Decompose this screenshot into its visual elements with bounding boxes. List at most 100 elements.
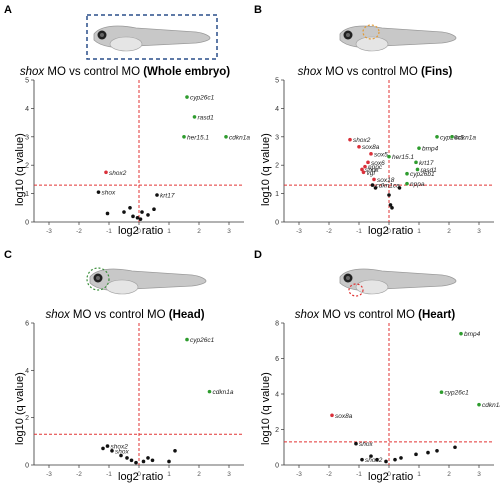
- x-tick-label: 1: [167, 228, 171, 235]
- y-tick-label: 2: [25, 415, 29, 422]
- x-tick-label: 0: [137, 471, 141, 478]
- y-tick-label: 4: [25, 106, 29, 113]
- x-tick-label: 2: [447, 471, 451, 478]
- x-axis-label: log2 ratio: [368, 225, 414, 237]
- x-tick-label: -2: [76, 228, 82, 235]
- data-point: [167, 459, 171, 464]
- data-point: [415, 167, 420, 172]
- zebrafish-icon: [93, 25, 211, 52]
- data-point: [138, 217, 143, 221]
- zebrafish-fins-illustration: [339, 24, 457, 52]
- y-axis-label: log10 (q value): [260, 372, 272, 445]
- data-point: [357, 144, 361, 149]
- point-label: bmp4: [464, 331, 481, 338]
- data-point: [182, 135, 186, 139]
- x-tick-label: -1: [356, 471, 362, 478]
- panel-c: C shox MO vs control MO (Head) -3 -2 -1 0 1 2…: [0, 245, 250, 489]
- data-point: [373, 186, 378, 190]
- y-tick-label: 0: [25, 463, 29, 470]
- x-tick-label: 2: [197, 471, 201, 478]
- data-point: [128, 206, 132, 210]
- panel-a: A shox MO vs control MO (Whole embryo) -…: [0, 0, 250, 244]
- data-point: [105, 211, 110, 216]
- point-label: krt17: [160, 193, 175, 200]
- y-tick-label: 2: [275, 163, 279, 170]
- point-label: vgf: [367, 170, 377, 177]
- data-point: [363, 164, 367, 169]
- data-point: [119, 453, 123, 458]
- y-axis-label: log10 (q value): [14, 372, 26, 445]
- data-point: [192, 115, 197, 119]
- y-tick-label: 0: [275, 220, 279, 227]
- x-tick-label: 0: [387, 471, 391, 478]
- zebrafish-icon: [339, 25, 457, 52]
- data-point: [146, 213, 150, 217]
- data-point: [399, 456, 403, 460]
- dashed-frame: [86, 14, 218, 60]
- data-point: [370, 183, 375, 187]
- panel-title: shox MO vs control MO (Fins): [297, 66, 453, 78]
- data-point: [405, 181, 409, 186]
- point-label: sox5: [374, 151, 388, 158]
- point-label: cdkn1a: [455, 134, 476, 141]
- x-tick-label: 1: [167, 471, 171, 478]
- data-point: [185, 337, 189, 342]
- data-point: [152, 207, 156, 212]
- data-point: [417, 146, 421, 150]
- volcano-plot: -3-2-10123012345cyp26c1cdkn1abmp4krt17ra…: [275, 78, 494, 235]
- data-point: [110, 449, 114, 453]
- data-point: [129, 458, 134, 463]
- point-label: cdkn1ca: [376, 183, 401, 190]
- data-point: [125, 456, 129, 460]
- data-point: [134, 460, 138, 465]
- data-point: [354, 441, 358, 446]
- x-tick-label: -2: [326, 228, 332, 235]
- zebrafish-icon: [89, 268, 207, 295]
- data-point: [360, 457, 364, 462]
- data-point: [375, 457, 379, 462]
- data-point: [414, 452, 418, 457]
- data-point: [388, 203, 393, 207]
- zebrafish-whole-embryo-illustration: [86, 14, 218, 60]
- x-tick-label: 1: [417, 471, 421, 478]
- point-label: cyp26c1: [190, 337, 215, 344]
- point-label: cdkn1a: [482, 402, 500, 409]
- data-point: [459, 331, 463, 336]
- y-tick-label: 4: [275, 106, 279, 113]
- x-axis-label: log2 ratio: [118, 225, 164, 237]
- x-tick-label: -1: [106, 471, 112, 478]
- data-point: [361, 170, 366, 175]
- panel-title: shox MO vs control MO (Head): [45, 309, 205, 321]
- data-point: [426, 450, 430, 455]
- point-label: her15.1: [187, 134, 209, 141]
- data-point: [387, 193, 391, 197]
- data-point: [173, 449, 177, 453]
- point-label: shox2: [353, 137, 371, 144]
- point-label: shox: [359, 441, 373, 448]
- data-point: [366, 160, 370, 165]
- panel-letter: C: [4, 249, 12, 261]
- point-label: shox: [115, 448, 129, 455]
- data-point: [155, 193, 159, 197]
- panel-letter: D: [254, 249, 262, 261]
- data-point: [397, 186, 402, 190]
- panel-letter: B: [254, 4, 262, 16]
- x-tick-label: 0: [387, 228, 391, 235]
- y-tick-label: 2: [275, 427, 279, 434]
- data-point: [405, 171, 409, 176]
- data-point: [140, 210, 144, 214]
- y-tick-label: 6: [25, 321, 29, 328]
- data-point: [105, 444, 110, 448]
- data-point: [348, 137, 352, 142]
- y-tick-label: 2: [25, 163, 29, 170]
- x-tick-label: 2: [447, 228, 451, 235]
- x-tick-label: 2: [197, 228, 201, 235]
- data-point: [387, 154, 391, 159]
- data-point: [435, 449, 439, 453]
- point-label: rasd1: [421, 167, 438, 174]
- point-label: sox18: [377, 177, 395, 184]
- data-point: [360, 167, 364, 172]
- y-tick-label: 6: [275, 356, 279, 363]
- point-label: shox2: [111, 444, 129, 451]
- data-point: [414, 160, 418, 165]
